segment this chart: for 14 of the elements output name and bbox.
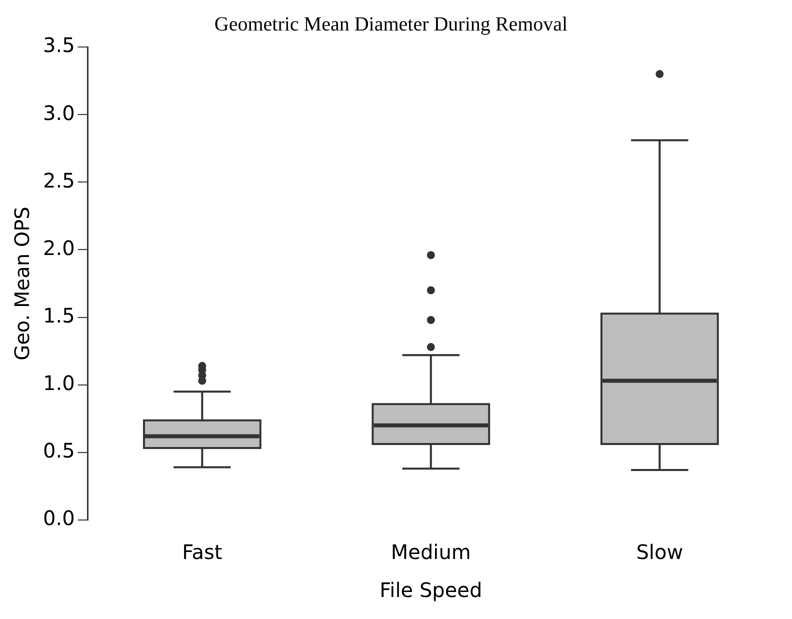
chart-title: Geometric Mean Diameter During Removal [214,13,568,36]
y-axis-title: Geo. Mean OPS [10,206,34,360]
y-tick-label: 3.5 [42,33,75,58]
y-tick-label: 2.5 [42,168,75,192]
y-tick-label: 1.5 [42,303,75,328]
y-tick-label: 0.5 [42,438,75,463]
y-tick-label: 0.0 [42,506,75,530]
y-tick-label: 2.0 [42,236,75,260]
y-tick-label: 1.0 [42,371,75,396]
x-tick-label: Slow [636,540,684,564]
x-tick-label: Fast [182,540,222,564]
x-tick-label: Medium [390,540,471,564]
x-axis-title: File Speed [380,578,482,602]
y-tick-label: 3.0 [42,100,75,125]
